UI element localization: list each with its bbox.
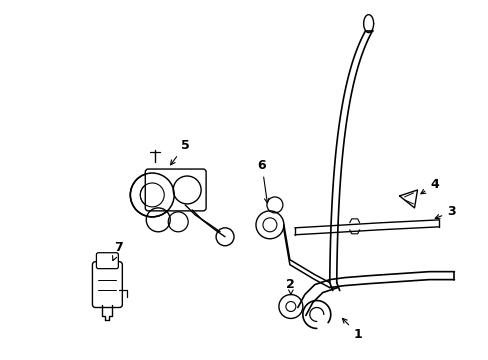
Text: 1: 1 (342, 318, 361, 341)
Text: 3: 3 (434, 205, 455, 219)
FancyBboxPatch shape (145, 169, 205, 211)
Text: 7: 7 (112, 241, 122, 261)
FancyBboxPatch shape (92, 262, 122, 307)
Text: 5: 5 (170, 139, 189, 165)
FancyBboxPatch shape (96, 253, 118, 269)
Text: 6: 6 (257, 158, 268, 203)
Text: 2: 2 (286, 278, 295, 294)
Text: 4: 4 (420, 179, 438, 194)
